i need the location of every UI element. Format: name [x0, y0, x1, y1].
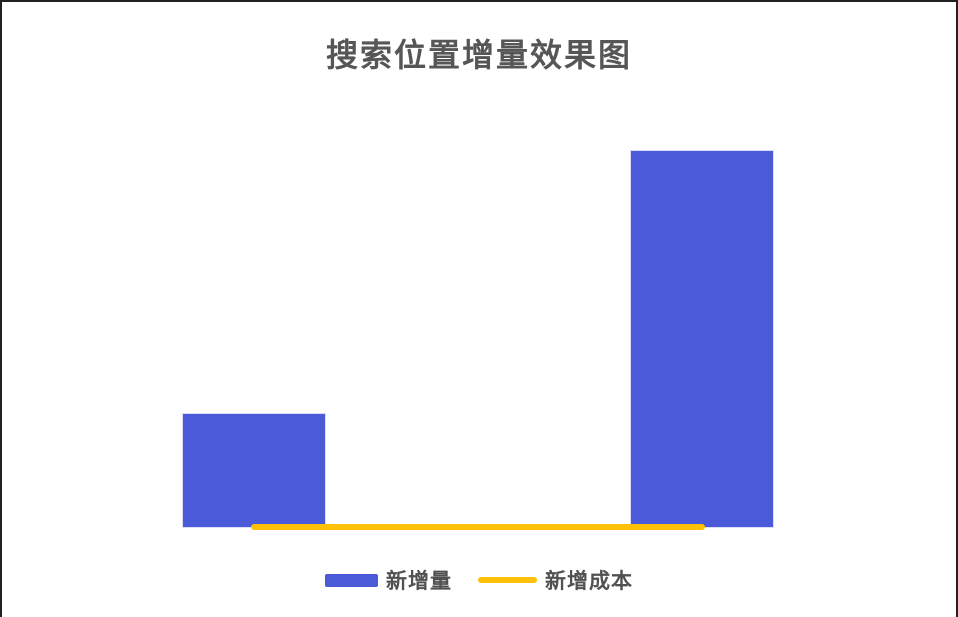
bar-new-increment-category-2 [631, 151, 773, 527]
chart-title: 搜索位置增量效果图 [325, 37, 632, 73]
legend-label-new-increment: 新增量 [386, 570, 452, 593]
bar-new-increment-category-1 [183, 414, 325, 527]
legend-line-swatch [478, 577, 537, 583]
legend-bar-swatch [325, 573, 378, 587]
legend: 新增量 新增成本 [0, 566, 958, 594]
legend-label-new-cost: 新增成本 [545, 570, 633, 593]
line-new-cost [251, 524, 705, 530]
